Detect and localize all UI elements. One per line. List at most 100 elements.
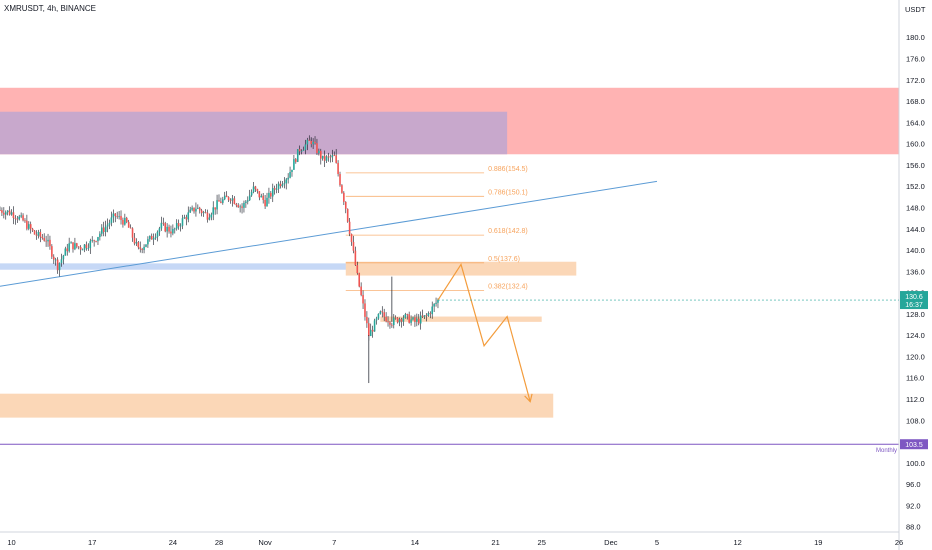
candle-body	[247, 200, 249, 202]
fib-level-label: 0.886(154.5)	[488, 166, 528, 173]
candle-body	[122, 219, 124, 225]
candle-body	[427, 313, 430, 316]
candle-body	[37, 231, 40, 236]
projection-path	[437, 262, 531, 402]
candle-body	[387, 321, 389, 323]
candle-body	[410, 319, 412, 323]
candle-body	[191, 207, 193, 210]
candle-body	[206, 212, 209, 220]
candle-body	[264, 199, 266, 207]
candle-body	[200, 210, 203, 214]
candle-body	[271, 188, 274, 197]
candle-body	[208, 217, 211, 220]
candle-body	[373, 320, 376, 332]
orange-small-zone	[380, 316, 542, 322]
candle-body	[400, 319, 403, 322]
candle-body	[181, 218, 184, 226]
candle-body	[145, 244, 147, 247]
candle-body	[197, 207, 199, 209]
candle-body	[183, 217, 186, 219]
candle-body	[64, 248, 67, 256]
candle-body	[381, 311, 384, 313]
candle-body	[266, 197, 268, 207]
candle-body	[52, 256, 55, 260]
candle-body	[168, 226, 170, 232]
candle-body	[371, 329, 374, 332]
y-tick-label: 160.0	[906, 140, 925, 149]
candle-body	[179, 225, 182, 227]
candle-body	[172, 228, 174, 234]
candle-body	[93, 240, 95, 242]
candle-body	[356, 265, 359, 274]
candle-body	[417, 318, 420, 324]
orange-demand-zone	[0, 393, 554, 418]
candle-body	[366, 316, 368, 324]
candle-body	[241, 206, 243, 208]
candle-body	[87, 248, 90, 249]
candle-body	[437, 299, 439, 303]
y-tick-label: 96.0	[906, 480, 921, 489]
x-tick-label: Dec	[604, 538, 618, 547]
candle-body	[329, 156, 332, 158]
candle-body	[41, 236, 44, 239]
candle-body	[289, 172, 291, 178]
candle-body	[104, 226, 107, 232]
candle-body	[375, 318, 378, 321]
candle-body	[3, 212, 5, 215]
y-tick-label: 108.0	[906, 416, 925, 425]
candle-body	[58, 262, 61, 271]
candle-body	[262, 195, 264, 200]
y-tick-label: 148.0	[906, 203, 925, 212]
candle-body	[306, 139, 309, 145]
candle-body	[433, 303, 435, 307]
candle-body	[24, 220, 26, 222]
candle-body	[158, 228, 161, 232]
candle-body	[116, 215, 118, 217]
candle-body	[318, 150, 320, 154]
candle-body	[4, 212, 7, 215]
candle-body	[408, 314, 410, 323]
y-tick-label: 180.0	[906, 33, 925, 42]
candle-body	[425, 315, 428, 317]
candle-body	[152, 238, 155, 240]
candle-body	[416, 318, 418, 322]
candle-body	[56, 259, 59, 271]
candle-body	[421, 315, 424, 317]
candle-body	[72, 242, 74, 250]
candle-body	[20, 215, 22, 217]
candle-body	[291, 169, 293, 173]
candle-body	[222, 199, 224, 203]
candle-body	[406, 314, 409, 316]
orange-resistance-zone	[345, 261, 577, 276]
candle-body	[16, 218, 19, 220]
candle-body	[129, 227, 132, 229]
candle-body	[141, 248, 143, 251]
candle-body	[233, 198, 236, 204]
x-tick-label: 12	[733, 538, 741, 547]
fib-level-label: 0.5(137.6)	[488, 256, 520, 263]
candle-body	[6, 210, 9, 213]
candle-body	[352, 241, 355, 251]
candle-body	[368, 323, 370, 337]
candle-body	[135, 242, 138, 244]
candle-body	[414, 317, 416, 322]
candle-body	[273, 188, 276, 190]
candle-body	[218, 200, 220, 202]
candle-body	[231, 198, 234, 201]
candle-body	[385, 316, 387, 322]
candle-body	[147, 239, 149, 245]
x-tick-label: 17	[88, 538, 96, 547]
candle-body	[243, 202, 245, 208]
candle-body	[174, 228, 176, 230]
candle-body	[392, 317, 395, 326]
purple-zone	[0, 111, 508, 155]
blue-support-zone	[0, 263, 358, 270]
candle-body	[419, 315, 422, 324]
candle-body	[298, 149, 301, 152]
candle-body	[412, 317, 414, 320]
candle-body	[22, 215, 24, 221]
x-tick-label: 14	[411, 538, 419, 547]
candle-body	[220, 201, 222, 203]
candle-body	[60, 259, 63, 263]
